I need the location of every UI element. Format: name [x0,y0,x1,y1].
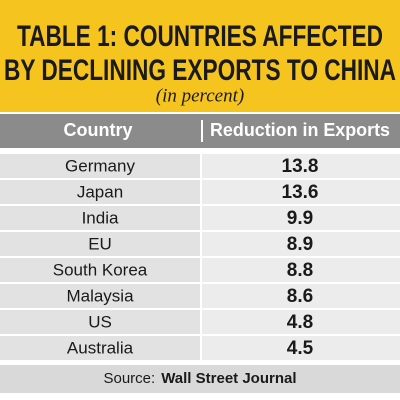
header-band [0,0,400,112]
country-name: Germany [65,156,135,175]
table-body: Germany 13.8 Japan 13.6 India 9.9 EU 8.9 South K… [0,154,400,360]
value-cell [202,284,400,308]
country-name: US [88,312,112,331]
value-cell [202,206,400,230]
reduction-value: 13.6 [282,182,319,203]
footer-band [0,365,400,393]
country-name: Japan [77,182,123,201]
reduction-value: 8.6 [287,286,313,307]
column-header-row [0,114,400,148]
column-header: Reduction in Exports [210,120,390,140]
source-label: Source: [103,370,155,387]
column-header: Country [64,120,133,140]
country-cell [0,310,200,334]
country-cell [0,154,200,178]
country-name: South Korea [53,260,148,279]
country-cell [0,206,200,230]
reduction-value: 8.8 [287,260,313,281]
country-name: Australia [67,338,134,357]
country-cell [0,284,200,308]
value-cell [202,180,400,204]
source-name: Wall Street Journal [161,370,296,387]
value-cell [202,232,400,256]
country-cell [0,336,200,360]
title-line: BY DECLINING EXPORTS TO CHINA [4,54,396,87]
source-line: Source: Wall Street Journal [103,370,296,387]
reduction-value: 4.5 [287,338,314,359]
reduction-value: 4.8 [287,312,313,333]
value-cell [202,336,400,360]
subtitle: (in percent) [156,85,244,106]
country-cell [0,180,200,204]
country-name: India [82,208,119,227]
country-name: Malaysia [66,286,134,305]
country-cell [0,258,200,282]
value-cell [202,154,400,178]
reduction-value: 13.8 [282,156,319,177]
reduction-value: 8.9 [287,234,313,255]
value-cell [202,310,400,334]
value-cell [202,258,400,282]
country-name: EU [88,234,112,253]
reduction-value: 9.9 [287,208,313,229]
country-cell [0,232,200,256]
title-line: TABLE 1: COUNTRIES AFFECTED [17,20,383,53]
